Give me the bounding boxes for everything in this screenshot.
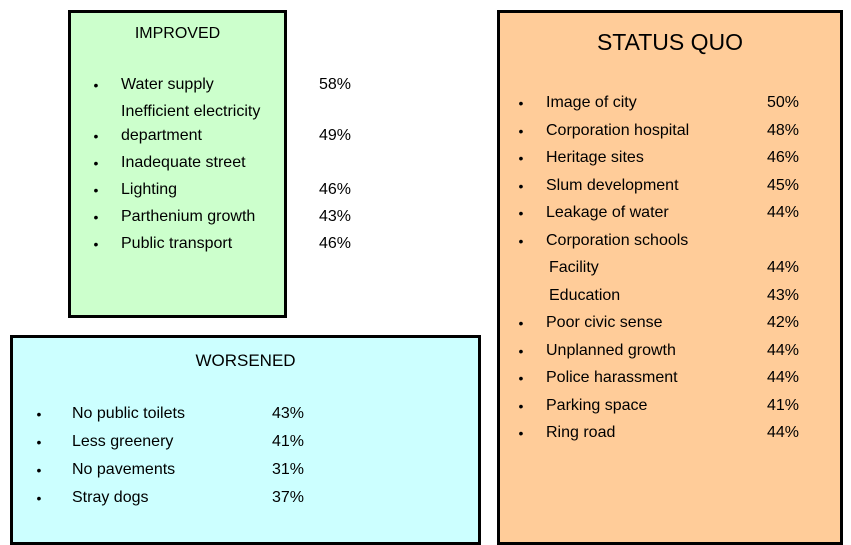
- list-item: • Public transport 46%: [84, 232, 351, 256]
- box-title: STATUS QUO: [596, 29, 744, 55]
- item-text: Education: [549, 286, 621, 304]
- bullet: •: [518, 205, 524, 221]
- item-text: Parthenium growth: [121, 208, 256, 225]
- item-value: 43%: [318, 208, 351, 225]
- item-text: Less greenery: [72, 433, 174, 450]
- bullet: •: [518, 150, 524, 166]
- list-item: • No pavements 31%: [27, 458, 304, 482]
- list-item: • Parking space 41%: [509, 394, 799, 418]
- list-item: • Stray dogs 37%: [27, 486, 304, 510]
- list-item: • Less greenery 41%: [27, 430, 304, 454]
- item-value: 43%: [766, 286, 799, 304]
- bullet: •: [93, 155, 99, 171]
- list-item: Facility 44%: [509, 256, 799, 280]
- item-text: Ring road: [546, 424, 616, 441]
- item-list: • Water supply 58% • Inefficient electricity…: [84, 73, 351, 259]
- bullet: •: [518, 95, 524, 111]
- list-item: • Inefficient electricity department 49%: [84, 100, 351, 148]
- bullet: •: [518, 315, 524, 331]
- item-text: Public transport: [121, 235, 233, 252]
- item-value: 46%: [766, 149, 799, 166]
- list-item: • Lighting 46%: [84, 178, 351, 202]
- item-text: No pavements: [72, 461, 176, 478]
- box-title: WORSENED: [195, 351, 296, 370]
- item-value: 48%: [766, 121, 799, 139]
- item-value: 31%: [271, 461, 304, 478]
- item-value: 50%: [766, 94, 799, 111]
- bullet: •: [518, 122, 524, 139]
- item-value: 42%: [766, 314, 799, 331]
- item-value: 37%: [271, 489, 304, 506]
- item-text: Inadequate street: [121, 154, 246, 171]
- bullet: •: [518, 232, 524, 249]
- item-text: Stray dogs: [72, 489, 149, 506]
- item-text: Lighting: [121, 181, 178, 198]
- bullet: •: [93, 236, 99, 252]
- item-text: No public toilets: [72, 405, 185, 422]
- bullet: •: [518, 342, 524, 359]
- list-item: • Corporation hospital 48%: [509, 119, 799, 143]
- list-item: • Unplanned growth 44%: [509, 339, 799, 363]
- bullet: •: [93, 182, 99, 198]
- list-item: • Inadequate street: [84, 151, 351, 175]
- item-text: Heritage sites: [546, 149, 644, 166]
- box: IMPROVED • Water supply 58% • Inefficient ele…: [68, 10, 351, 318]
- list-item: • Image of city 50%: [509, 91, 799, 115]
- item-value: 44%: [766, 369, 799, 386]
- item-value: 41%: [271, 433, 304, 450]
- bullet: •: [518, 425, 524, 441]
- item-text: Inefficient electricity department: [121, 103, 261, 144]
- item-value: 44%: [766, 424, 799, 441]
- item-text: Facility: [549, 259, 599, 276]
- bullet: •: [36, 434, 42, 450]
- bullet: •: [36, 406, 42, 422]
- item-text: Corporation schools: [546, 231, 689, 249]
- item-text: Police harassment: [546, 369, 678, 386]
- list-item: • Parthenium growth 43%: [84, 205, 351, 229]
- list-item: • Water supply 58%: [84, 73, 351, 97]
- list-item: • Police harassment 44%: [509, 366, 799, 390]
- item-value: 44%: [766, 341, 799, 359]
- item-text: Slum development: [546, 176, 679, 194]
- list-item: • Slum development 45%: [509, 174, 799, 198]
- item-list: • Image of city 50% • Corporation hospital 48…: [509, 91, 799, 449]
- item-value: 49%: [318, 127, 351, 144]
- box: WORSENED • No public toilets 43% • Less green…: [10, 335, 481, 545]
- list-item: • No public toilets 43%: [27, 402, 304, 426]
- bullet: •: [93, 209, 99, 225]
- item-text: Water supply: [121, 76, 214, 93]
- bullet: •: [518, 177, 524, 194]
- item-text: Corporation hospital: [546, 121, 690, 139]
- list-item: • Corporation schools: [509, 229, 799, 253]
- bullet: •: [518, 370, 524, 386]
- bullet: •: [36, 462, 42, 478]
- list-item: • Heritage sites 46%: [509, 146, 799, 170]
- item-value: 46%: [318, 181, 351, 198]
- list-item: • Leakage of water 44%: [509, 201, 799, 225]
- bullet: •: [36, 490, 42, 506]
- item-value: 46%: [318, 235, 351, 252]
- item-text: Unplanned growth: [546, 341, 676, 359]
- item-value: 44%: [766, 204, 799, 221]
- box-title: IMPROVED: [134, 25, 221, 42]
- bullet: •: [518, 397, 524, 414]
- item-text: Leakage of water: [546, 204, 669, 221]
- list-item: • Poor civic sense 42%: [509, 311, 799, 335]
- list-item: • Ring road 44%: [509, 421, 799, 445]
- item-text: Poor civic sense: [546, 314, 663, 331]
- box: STATUS QUO • Image of city 50% • Corporation …: [497, 10, 843, 545]
- item-text: Parking space: [546, 396, 648, 414]
- bullet: •: [93, 128, 99, 144]
- bullet: •: [93, 77, 99, 93]
- item-value: 43%: [271, 405, 304, 422]
- item-value: 58%: [318, 76, 351, 93]
- item-text: Image of city: [546, 94, 637, 111]
- item-value: 45%: [766, 176, 799, 194]
- list-item: Education 43%: [509, 284, 799, 308]
- item-value: 41%: [766, 396, 799, 414]
- item-list: • No public toilets 43% • Less greenery 41% • N…: [27, 402, 304, 514]
- item-value: 44%: [766, 259, 799, 276]
